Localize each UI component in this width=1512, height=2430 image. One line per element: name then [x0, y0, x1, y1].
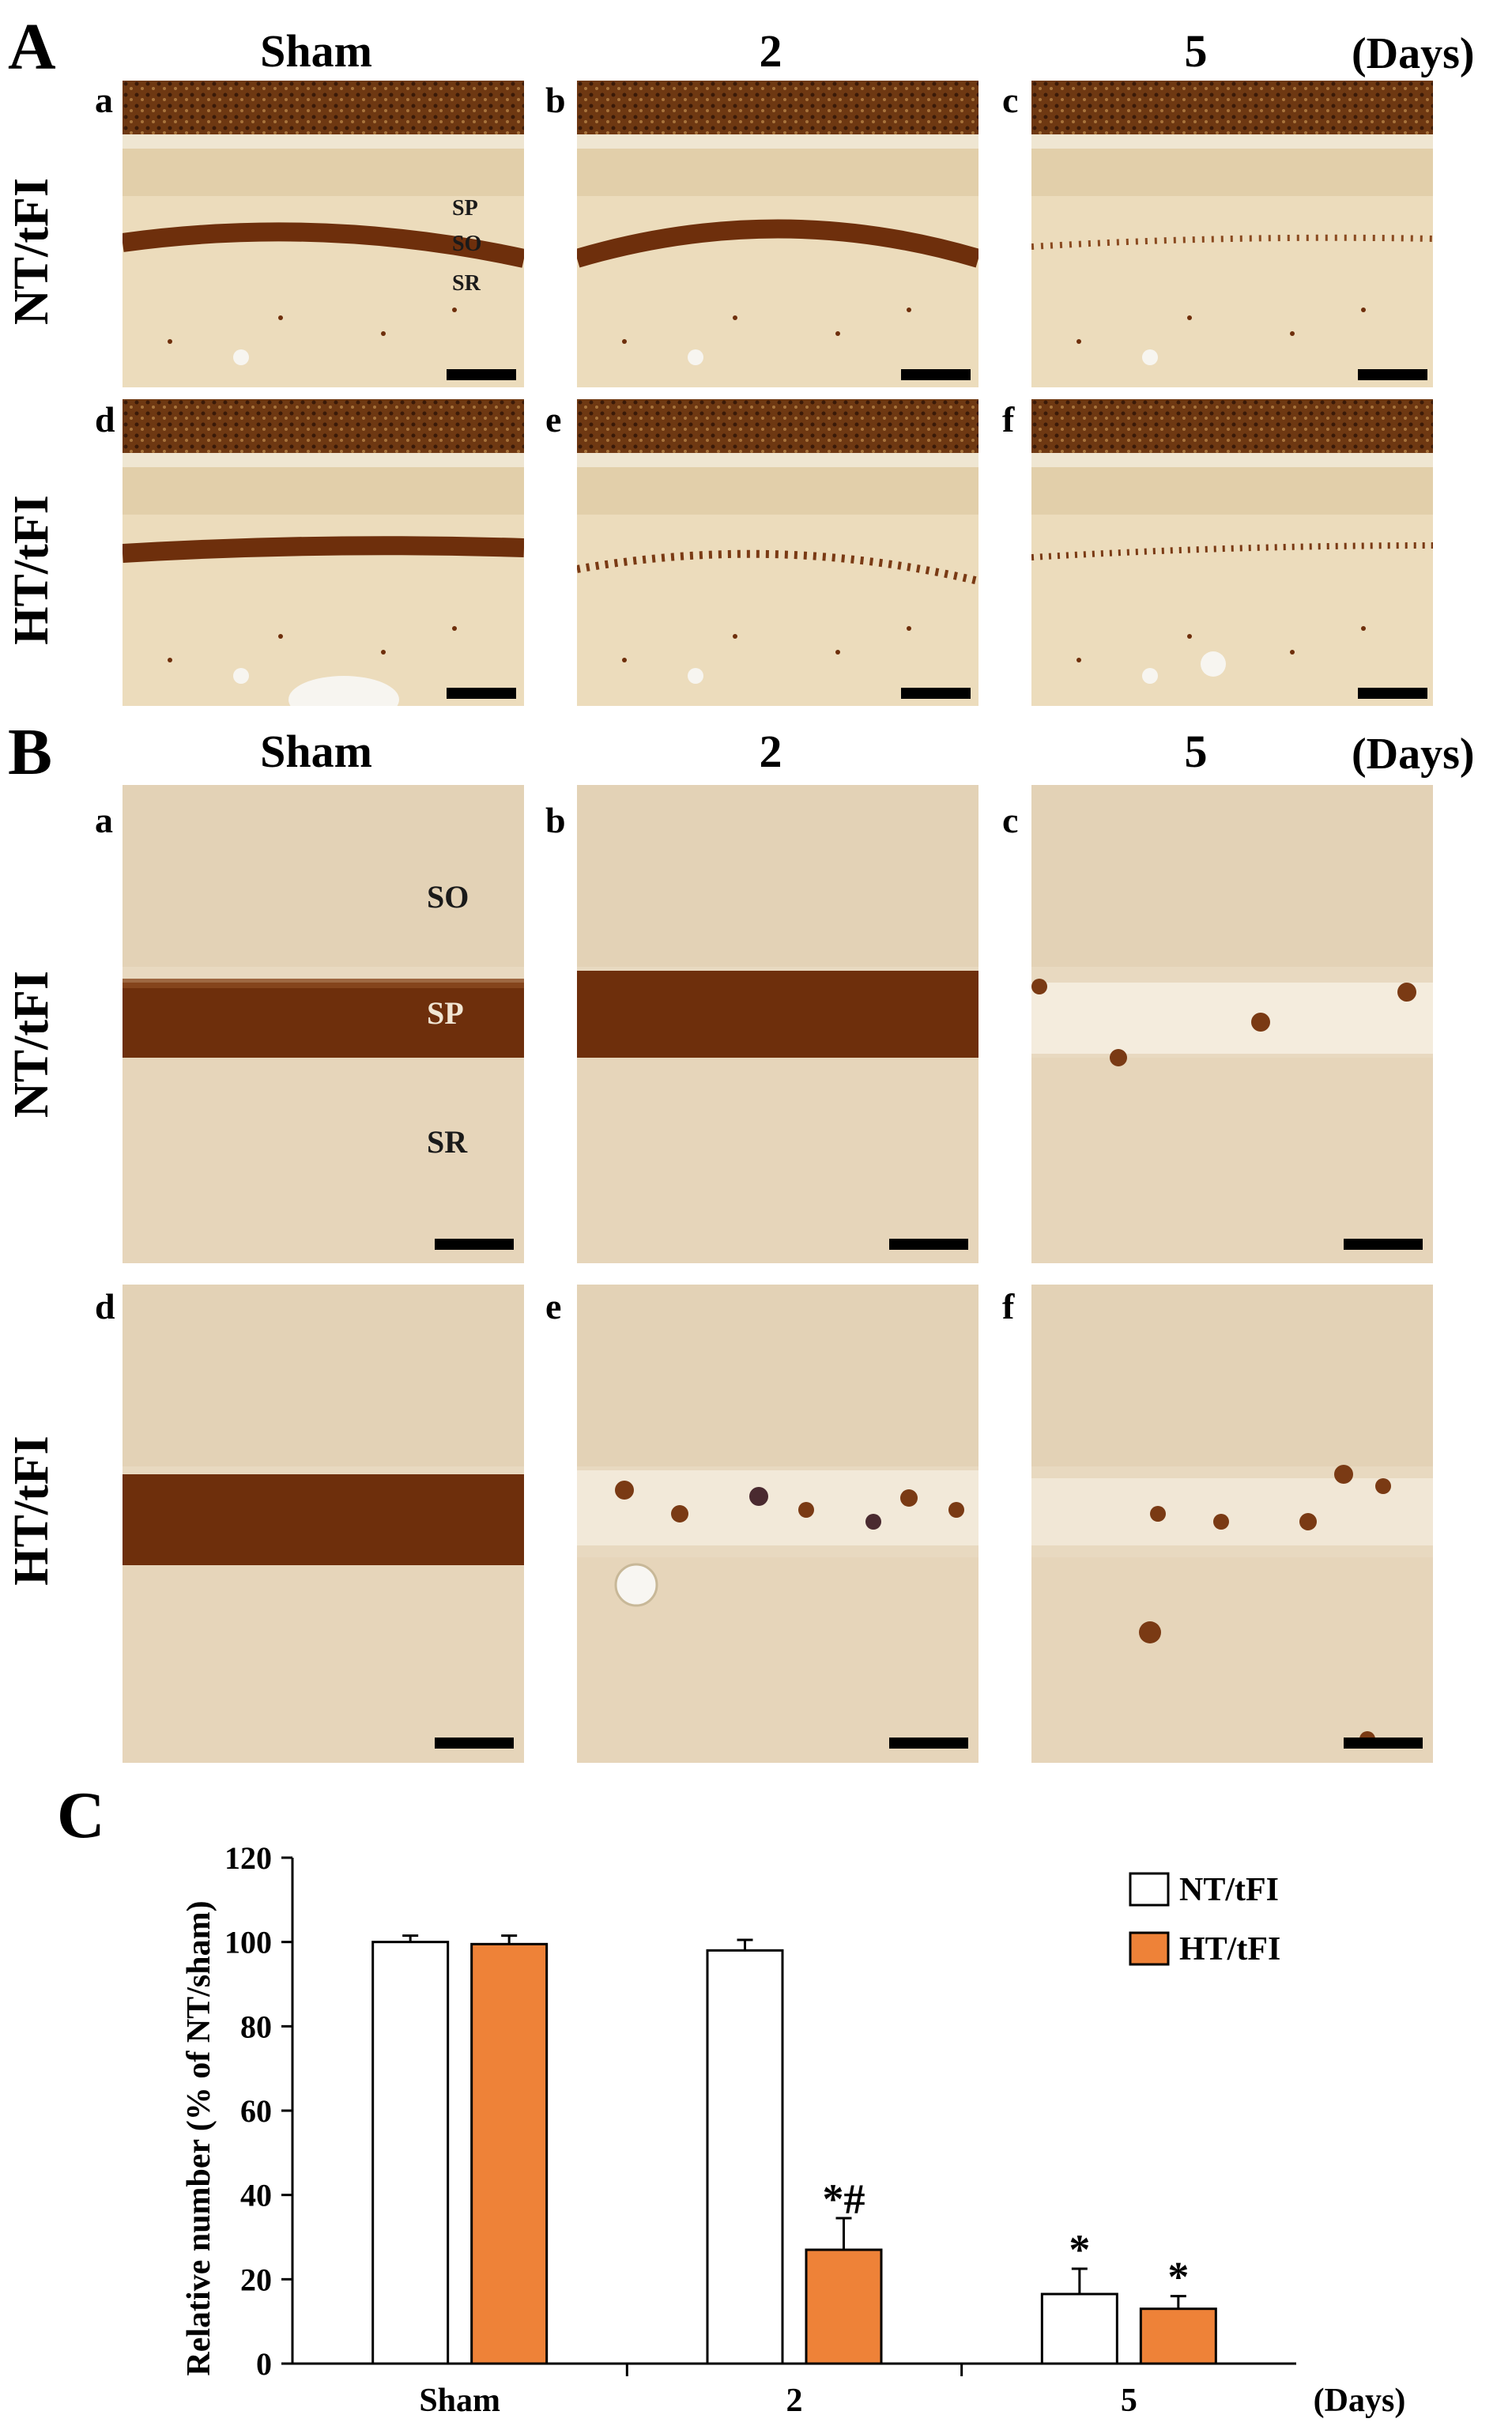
micrograph-a-nt-sham [123, 81, 524, 387]
micrograph-b-ht-sham [123, 1285, 524, 1763]
micrograph-b-nt-day5 [1031, 785, 1433, 1263]
y-tick-label: 80 [240, 2009, 272, 2044]
panel-b-sub-f: f [1002, 1286, 1015, 1326]
significance-label: *# [823, 2175, 865, 2223]
x-tick-label: 5 [1121, 2383, 1137, 2419]
legend-label: NT/tFI [1179, 1872, 1279, 1908]
scale-bar [901, 688, 971, 699]
scale-bar [1344, 1738, 1423, 1749]
micrograph-b-ht-day5 [1031, 1285, 1433, 1763]
scale-bar [889, 1738, 968, 1749]
legend-label: HT/tFI [1179, 1931, 1280, 1968]
scale-bar [1358, 688, 1427, 699]
micrograph-a-ht-sham [123, 399, 524, 706]
bar [371, 1941, 450, 2365]
panel-a-sub-a: a [95, 80, 113, 120]
x-tick-label: Sham [419, 2383, 500, 2419]
bar [706, 1949, 784, 2365]
panel-a-col-5: 5 [1184, 25, 1208, 77]
panel-a-col-2: 2 [759, 25, 782, 77]
y-tick-label: 100 [224, 1925, 272, 1960]
scale-bar [447, 688, 516, 699]
panel-b-layer-sp: SP [427, 995, 464, 1031]
panel-a-sub-e: e [545, 399, 562, 440]
x-tick-label: 2 [786, 2383, 803, 2419]
bar [805, 2248, 883, 2365]
micrograph-a-ht-day2 [577, 399, 978, 706]
panel-a-sub-f: f [1002, 399, 1015, 440]
chart-xlabel: (Days) [1314, 2383, 1406, 2419]
panel-a-days-label: (Days) [1352, 29, 1475, 78]
scale-bar [435, 1239, 514, 1250]
panel-a-sub-d: d [95, 399, 115, 440]
micrograph-b-nt-day2 [577, 785, 978, 1263]
micrograph-b-nt-sham [123, 785, 524, 1263]
panel-b-layer-sr: SR [427, 1124, 468, 1160]
panel-a-row-nt: NT/tFI [5, 178, 58, 325]
panel-a-sub-c: c [1002, 80, 1019, 120]
panel-b-sub-d: d [95, 1286, 115, 1326]
panel-b-col-sham: Sham [260, 726, 372, 777]
panel-a-layer-so: SO [452, 232, 482, 256]
panel-a-layer-sr: SR [452, 271, 481, 296]
bar [470, 1942, 549, 2365]
scale-bar [889, 1239, 968, 1250]
panel-b-days-label: (Days) [1352, 730, 1475, 779]
chart-ylabel: Relative number (% of NT/sham) [181, 1900, 217, 2375]
scale-bar [447, 369, 516, 380]
legend-swatch [1129, 1931, 1170, 1966]
panel-b-sub-e: e [545, 1286, 562, 1326]
panel-b-sub-a: a [95, 800, 113, 840]
bar [1040, 2292, 1118, 2365]
significance-label: * [1167, 2254, 1189, 2301]
panel-a-row-ht: HT/tFI [5, 495, 58, 645]
scale-bar [901, 369, 971, 380]
panel-b-row-nt: NT/tFI [5, 971, 58, 1118]
significance-label: * [1069, 2226, 1090, 2273]
panel-b-row-ht: HT/tFI [5, 1436, 58, 1586]
panel-a-col-sham: Sham [260, 25, 372, 77]
scale-bar [435, 1738, 514, 1749]
micrograph-b-ht-day2 [577, 1285, 978, 1763]
bar [1139, 2307, 1217, 2365]
bar-chart: Relative number (% of NT/sham) 0 20 40 60 80… [181, 1840, 1406, 2419]
panel-b-layer-so: SO [427, 879, 469, 915]
panel-c-letter: C [57, 1779, 105, 1852]
panel-b-col-2: 2 [759, 726, 782, 777]
panel-a-layer-sp: SP [452, 196, 478, 221]
panel-a-sub-b: b [545, 80, 566, 120]
scale-bar [1358, 369, 1427, 380]
panel-a-letter: A [8, 10, 56, 84]
y-tick-label: 120 [224, 1840, 272, 1876]
y-tick-label: 40 [240, 2178, 272, 2213]
panel-b-sub-c: c [1002, 800, 1019, 840]
y-tick-label: 20 [240, 2262, 272, 2297]
panel-b-letter: B [8, 715, 53, 789]
scale-bar [1344, 1239, 1423, 1250]
panel-b-col-5: 5 [1184, 726, 1208, 777]
micrograph-a-nt-day5 [1031, 81, 1433, 387]
micrograph-a-ht-day5 [1031, 399, 1433, 706]
micrograph-a-nt-day2 [577, 81, 978, 387]
y-tick-label: 60 [240, 2093, 272, 2129]
legend-swatch [1129, 1872, 1170, 1907]
y-tick-label: 0 [256, 2346, 272, 2382]
panel-b-sub-b: b [545, 800, 566, 840]
